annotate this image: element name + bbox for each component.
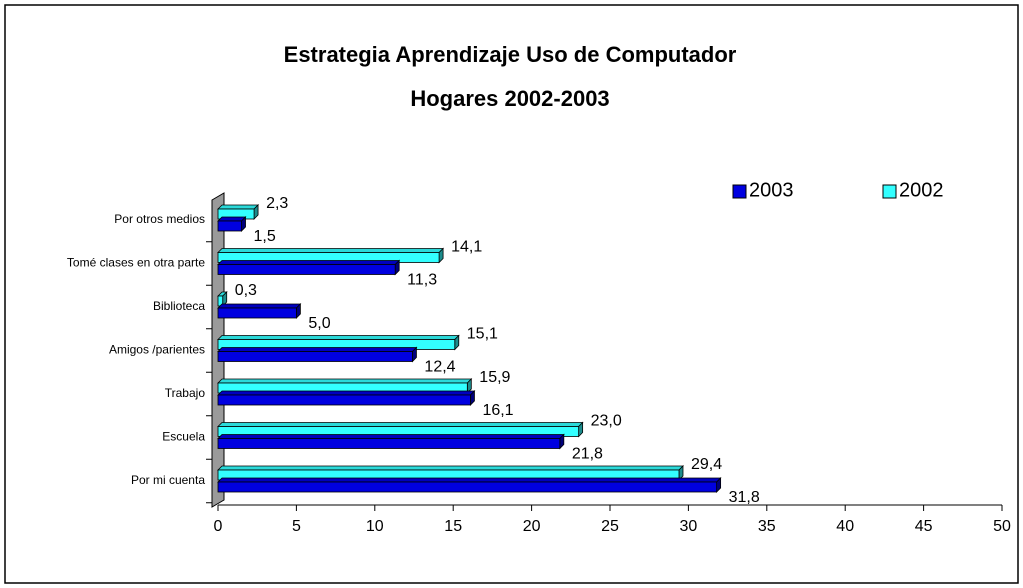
bar	[217, 481, 718, 493]
data-label: 2,3	[266, 195, 288, 212]
x-tick-label: 20	[523, 518, 541, 535]
bar-top	[217, 335, 460, 340]
data-label: 23,0	[591, 413, 622, 430]
y-tick-label: Tomé clases en otra parte	[67, 256, 205, 270]
x-tick-label: 5	[292, 518, 301, 535]
y-tick-label: Por otros medios	[114, 212, 205, 226]
x-tick-label: 15	[444, 518, 462, 535]
bar-top	[217, 434, 565, 439]
x-tick-label: 10	[366, 518, 384, 535]
bar	[217, 394, 471, 406]
data-label: 31,8	[729, 489, 760, 506]
y-tick-label: Trabajo	[165, 386, 206, 400]
y-tick-label: Escuela	[162, 430, 205, 444]
bar	[217, 307, 297, 319]
data-label: 11,3	[407, 272, 437, 289]
bar	[217, 264, 396, 275]
bar-top	[217, 347, 418, 352]
y-tick-label: Amigos /parientes	[109, 343, 205, 357]
legend-label: 2003	[749, 179, 794, 201]
data-label: 29,4	[691, 456, 722, 473]
x-tick-label: 40	[836, 518, 854, 535]
bar	[217, 220, 242, 232]
chart-subtitle: Hogares 2002-2003	[410, 86, 609, 111]
data-label: 15,9	[479, 369, 510, 386]
bar-top	[217, 260, 401, 265]
x-tick-label: 45	[915, 518, 933, 535]
bar-top	[217, 477, 722, 483]
bar-top	[217, 248, 445, 253]
x-tick-label: 0	[214, 518, 223, 535]
data-label: 1,5	[254, 228, 276, 245]
y-tick-label: Biblioteca	[153, 299, 205, 313]
legend-swatch	[732, 184, 747, 199]
bar-top	[217, 378, 473, 384]
x-tick-label: 50	[993, 518, 1011, 535]
data-label: 12,4	[424, 359, 455, 376]
bar-top	[217, 422, 584, 427]
data-label: 0,3	[235, 282, 257, 299]
bar-top	[217, 390, 476, 396]
chart-title: Estrategia Aprendizaje Uso de Computador	[284, 42, 737, 67]
legend-swatch	[882, 184, 897, 199]
bar	[217, 351, 413, 362]
x-tick-label: 35	[758, 518, 776, 535]
legend-label: 2002	[899, 179, 944, 201]
data-label: 21,8	[572, 446, 603, 463]
x-tick-label: 30	[680, 518, 698, 535]
data-label: 16,1	[482, 402, 513, 419]
bar-top	[217, 303, 302, 309]
bar-top	[217, 204, 260, 210]
data-label: 15,1	[467, 326, 498, 343]
bar	[217, 438, 561, 449]
x-tick-label: 25	[601, 518, 619, 535]
data-label: 5,0	[308, 315, 330, 332]
data-label: 14,1	[451, 239, 482, 256]
y-tick-label: Por mi cuenta	[131, 473, 205, 487]
bar-top	[217, 216, 247, 222]
bar-top	[217, 465, 684, 471]
